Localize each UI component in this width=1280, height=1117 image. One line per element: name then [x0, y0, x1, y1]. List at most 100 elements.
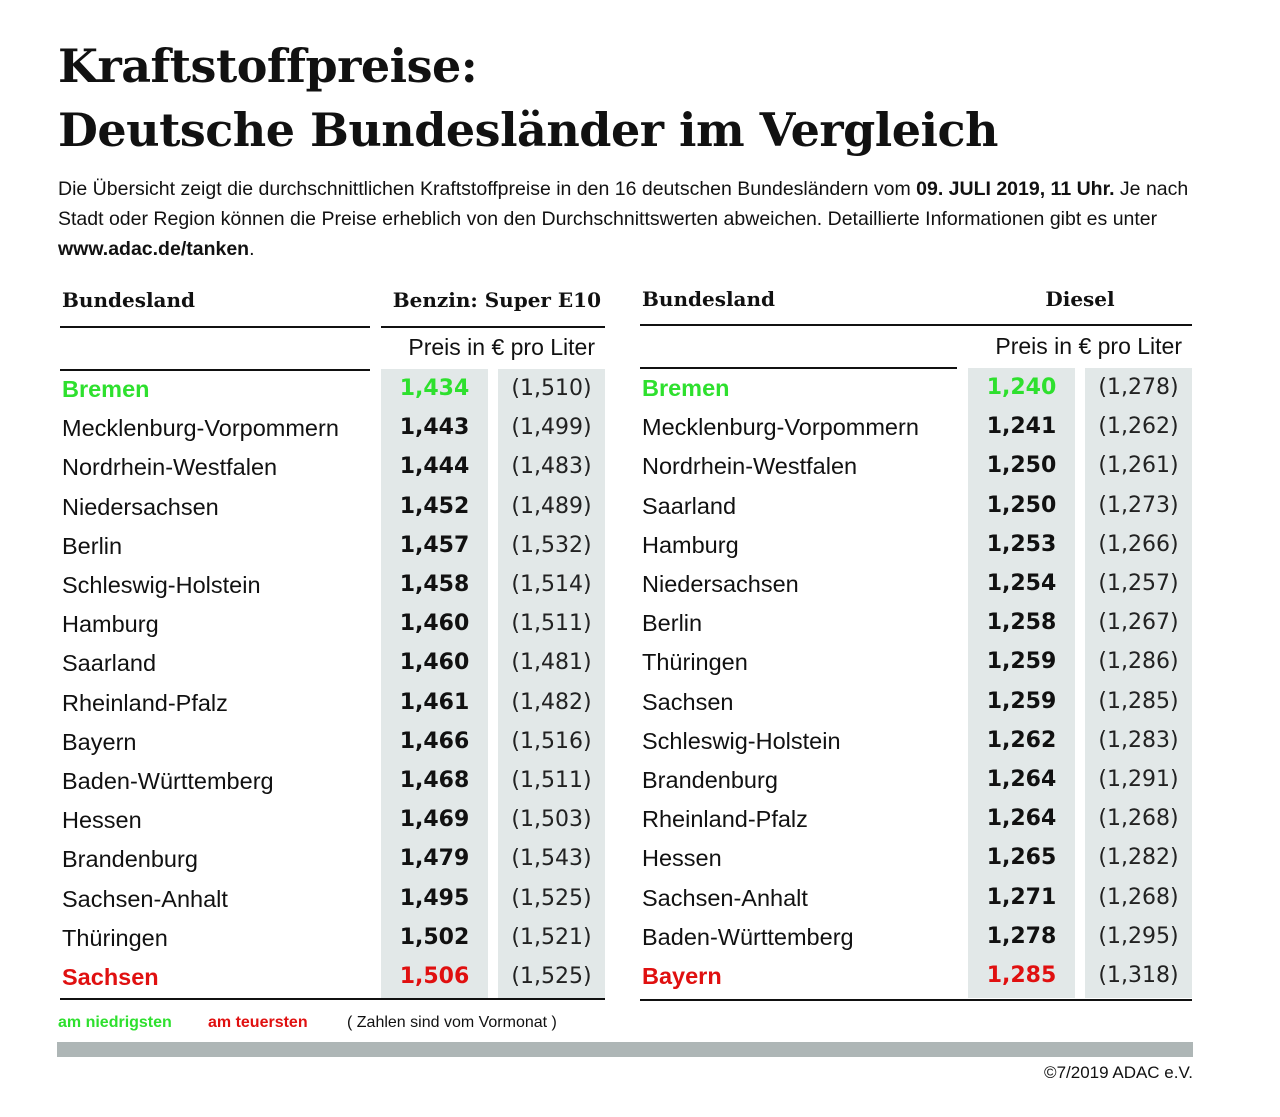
- table-row: Niedersachsen 1,452 (1,489): [60, 487, 605, 526]
- state-name: Sachsen: [62, 964, 159, 990]
- unit-label: Preis in € pro Liter: [408, 334, 595, 360]
- state-name: Schleswig-Holstein: [62, 572, 261, 598]
- table-row: Niedersachsen 1,254 (1,257): [640, 564, 1192, 603]
- state-name: Rheinland-Pfalz: [642, 806, 808, 833]
- current-price: 1,495: [399, 885, 470, 911]
- previous-month-price: (1,499): [511, 415, 592, 441]
- current-price: 1,241: [986, 414, 1057, 440]
- table-row: Thüringen 1,502 (1,521): [60, 918, 605, 957]
- state-name: Baden-Württemberg: [62, 768, 274, 794]
- state-name: Hessen: [62, 807, 142, 834]
- table-row: Sachsen-Anhalt 1,271 (1,268): [640, 878, 1192, 917]
- current-price: 1,250: [986, 492, 1057, 518]
- previous-month-price: (1,262): [1098, 414, 1179, 440]
- state-name: Thüringen: [642, 649, 748, 676]
- previous-month-price: (1,525): [511, 885, 592, 911]
- state-name: Bayern: [62, 728, 137, 755]
- table-row: Schleswig-Holstein 1,262 (1,283): [640, 721, 1192, 760]
- table-row: Baden-Württemberg 1,468 (1,511): [60, 761, 605, 800]
- table-row: Schleswig-Holstein 1,458 (1,514): [60, 565, 605, 604]
- table-row: Nordrhein-Westfalen 1,250 (1,261): [640, 446, 1192, 485]
- current-price: 1,460: [399, 650, 470, 676]
- state-name: Berlin: [62, 532, 123, 559]
- divider: [640, 999, 1192, 1001]
- previous-month-price: (1,511): [511, 768, 592, 793]
- current-price: 1,240: [986, 375, 1057, 400]
- unit-label: Preis in € pro Liter: [995, 333, 1182, 359]
- column-header-benzin: Benzin: Super E10: [392, 288, 601, 312]
- table-row: Bayern 1,285 (1,318): [640, 956, 1192, 995]
- legend-highest: am teuersten: [208, 1014, 308, 1031]
- current-price: 1,479: [399, 846, 470, 872]
- previous-month-price: (1,257): [1098, 571, 1179, 596]
- previous-column-shade: [498, 369, 605, 999]
- current-price: 1,258: [986, 610, 1057, 636]
- previous-month-price: (1,282): [1098, 845, 1179, 871]
- table-row: Hessen 1,469 (1,503): [60, 800, 605, 839]
- current-price: 1,253: [986, 531, 1057, 557]
- previous-month-price: (1,266): [1098, 531, 1179, 557]
- divider: [60, 998, 605, 1000]
- state-name: Niedersachsen: [62, 493, 219, 520]
- current-price: 1,262: [986, 727, 1057, 753]
- table-row: Mecklenburg-Vorpommern 1,241 (1,262): [640, 407, 1192, 446]
- intro-text: Die Übersicht zeigt die durchschnittlich…: [58, 174, 1218, 264]
- price-column-shade: [968, 368, 1075, 998]
- table-row: Saarland 1,250 (1,273): [640, 486, 1192, 525]
- previous-month-price: (1,543): [511, 846, 592, 872]
- intro-part-2: Je nach Stadt oder Region können die Pre…: [58, 178, 1189, 230]
- current-price: 1,466: [399, 728, 470, 754]
- current-price: 1,444: [399, 454, 470, 480]
- previous-month-price: (1,532): [511, 532, 592, 558]
- state-name: Nordrhein-Westfalen: [642, 453, 858, 480]
- divider: [640, 367, 957, 369]
- table-row: Hamburg 1,460 (1,511): [60, 604, 605, 643]
- state-name: Hamburg: [62, 611, 159, 638]
- current-price: 1,460: [399, 611, 470, 637]
- state-name: Bayern: [642, 963, 722, 989]
- state-name: Baden-Württemberg: [642, 923, 854, 950]
- table-row: Thüringen 1,259 (1,286): [640, 642, 1192, 681]
- current-price: 1,265: [986, 845, 1057, 871]
- state-name: Niedersachsen: [642, 571, 799, 597]
- current-price: 1,461: [399, 689, 470, 715]
- title-line-1: Kraftstoffpreise:: [58, 39, 478, 93]
- table-row: Sachsen 1,506 (1,525): [60, 957, 605, 996]
- table-row: Berlin 1,258 (1,267): [640, 603, 1192, 642]
- state-name: Bremen: [62, 376, 150, 402]
- table-row: Sachsen-Anhalt 1,495 (1,525): [60, 879, 605, 918]
- previous-month-price: (1,525): [511, 964, 592, 989]
- state-name: Sachsen-Anhalt: [642, 884, 808, 911]
- table-row: Brandenburg 1,264 (1,291): [640, 760, 1192, 799]
- previous-month-price: (1,268): [1098, 806, 1179, 832]
- current-price: 1,502: [399, 924, 470, 950]
- previous-month-price: (1,503): [511, 807, 592, 833]
- current-price: 1,278: [986, 923, 1057, 949]
- divider: [60, 326, 370, 328]
- copyright: ©7/2019 ADAC e.V.: [1044, 1063, 1193, 1082]
- table-row: Nordrhein-Westfalen 1,444 (1,483): [60, 447, 605, 486]
- adac-link[interactable]: www.adac.de/tanken: [58, 238, 250, 260]
- previous-month-price: (1,516): [511, 728, 592, 754]
- current-price: 1,259: [986, 688, 1057, 714]
- state-name: Mecklenburg-Vorpommern: [642, 414, 919, 441]
- state-name: Berlin: [642, 610, 703, 637]
- current-price: 1,452: [399, 493, 470, 519]
- divider: [381, 326, 605, 328]
- current-price: 1,271: [986, 884, 1057, 910]
- previous-month-price: (1,481): [511, 650, 592, 676]
- divider: [640, 324, 1192, 326]
- table-row: Baden-Württemberg 1,278 (1,295): [640, 917, 1192, 956]
- table-row: Rheinland-Pfalz 1,461 (1,482): [60, 683, 605, 722]
- benzin-table: Bundesland Benzin: Super E10 Preis in € …: [60, 288, 605, 1008]
- legend-lowest: am niedrigsten: [58, 1014, 172, 1031]
- table-row: Hamburg 1,253 (1,266): [640, 525, 1192, 564]
- table-row: Bayern 1,466 (1,516): [60, 722, 605, 761]
- state-name: Mecklenburg-Vorpommern: [62, 415, 339, 442]
- table-row: Hessen 1,265 (1,282): [640, 838, 1192, 877]
- column-header-bundesland: Bundesland: [62, 288, 196, 312]
- current-price: 1,250: [986, 453, 1057, 479]
- previous-month-price: (1,489): [511, 493, 592, 519]
- current-price: 1,285: [986, 963, 1057, 988]
- column-header-diesel: Diesel: [1045, 287, 1115, 311]
